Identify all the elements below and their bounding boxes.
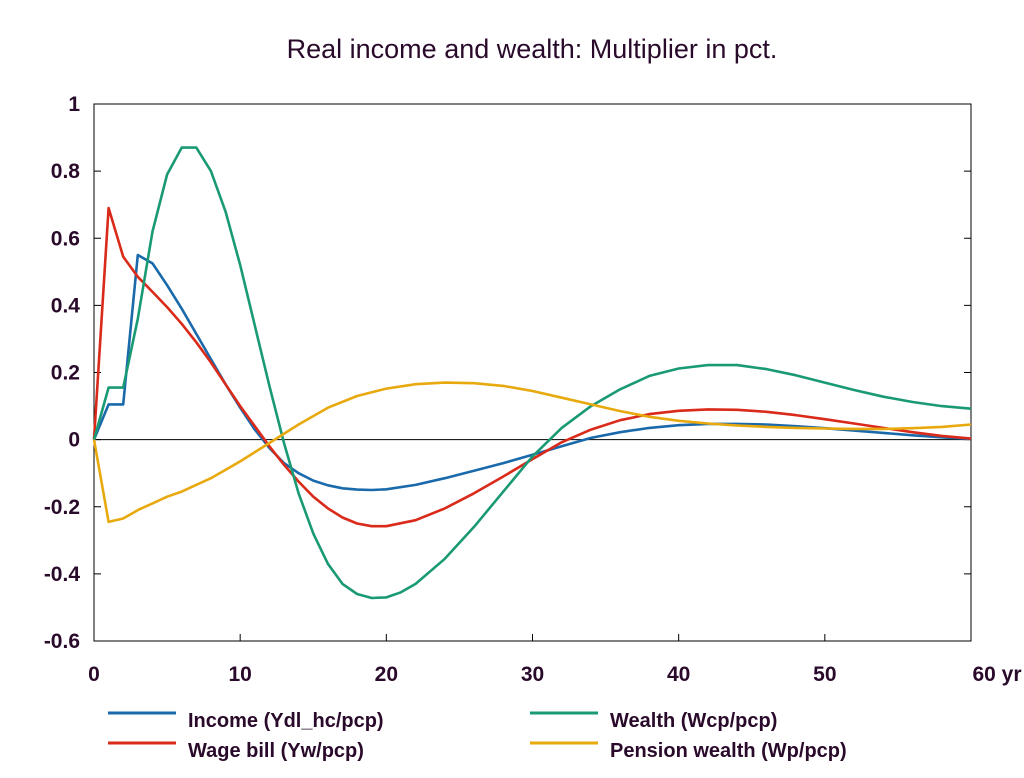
x-tick-label: 20 [375, 663, 398, 686]
legend-label-1: Wage bill (Yw/pcp) [188, 740, 364, 762]
x-tick-label: 30 [521, 663, 544, 686]
x-tick-label: 10 [228, 663, 251, 686]
plot-frame [93, 103, 972, 642]
y-tick-label: 0.4 [51, 294, 81, 317]
series-line-2 [92, 146, 972, 600]
x-tick-label: 40 [667, 663, 690, 686]
x-tick-label: 60 yr [972, 663, 1021, 686]
chart-title: Real income and wealth: Multiplier in pc… [286, 34, 778, 64]
y-tick-label: 0.6 [51, 227, 80, 250]
x-tick-label: 50 [813, 663, 836, 686]
legend-label-0: Income (Ydl_hc/pcp) [188, 710, 384, 732]
series-line-3 [92, 381, 972, 524]
y-tick-label: 1 [68, 93, 80, 116]
series-line-0 [92, 253, 972, 492]
y-tick-label: -0.4 [44, 563, 81, 586]
legend-label-3: Pension wealth (Wp/pcp) [610, 740, 847, 762]
y-tick-label: 0.8 [51, 160, 81, 183]
legend-label-2: Wealth (Wcp/pcp) [610, 710, 777, 732]
y-tick-label: 0.2 [51, 362, 80, 385]
series-line-1 [92, 206, 972, 528]
x-tick-label: 0 [88, 663, 100, 686]
y-tick-label: -0.2 [44, 496, 80, 519]
y-tick-label: 0 [68, 429, 80, 452]
y-tick-label: -0.6 [44, 630, 80, 653]
